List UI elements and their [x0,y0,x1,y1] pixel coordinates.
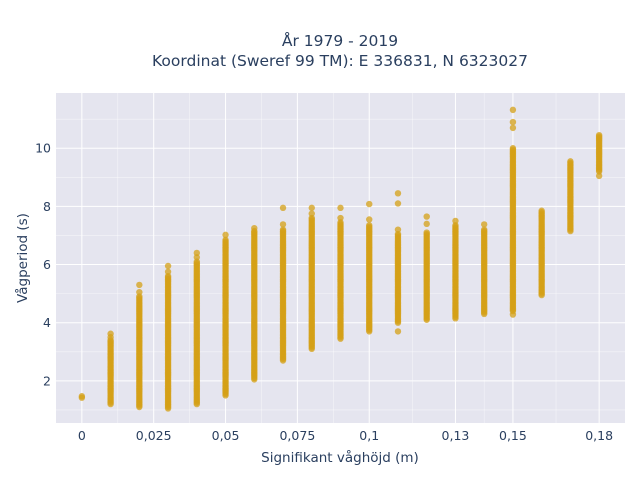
data-point-outlier [251,224,258,232]
y-tick-labels: 2 4 6 8 10 [35,141,51,389]
data-point-outlier [164,262,172,270]
data-point-outlier [509,124,517,132]
data-point [423,229,430,236]
data-point-outlier [394,226,402,233]
x-tick-labels: 0 0,025 0,05 0,075 0,1 0,13 0,15 0,18 [78,428,613,443]
x-tick-label: 0,1 [359,428,379,443]
y-axis-title: Vågperiod (s) [14,213,31,303]
data-point-outlier [452,217,459,225]
data-column [423,213,430,323]
data-point-outlier [394,328,402,335]
chart-title-line-2: Koordinat (Sweref 99 TM): E 336831, N 63… [152,52,528,70]
y-tick-label: 2 [43,373,51,388]
x-tick-label: 0,18 [585,428,613,443]
data-point-outlier [308,210,315,217]
data-points [78,106,603,412]
data-point-outlier [394,200,402,207]
data-point-outlier [164,268,172,276]
y-tick-label: 4 [43,315,51,330]
data-point-outlier [308,204,315,212]
data-column [222,231,229,399]
data-point [279,226,287,233]
x-tick-label: 0,15 [499,428,527,443]
data-column [538,207,545,299]
data-point-outlier [279,204,287,212]
x-tick-label: 0,05 [212,428,240,443]
data-column [480,221,488,318]
data-point [222,236,229,244]
data-point-outlier [595,172,603,180]
x-axis-title: Signifikant våghöjd (m) [261,449,419,466]
data-point [78,393,86,400]
data-column [251,224,258,383]
data-column [107,330,114,408]
data-column [394,190,402,335]
data-column [308,204,315,353]
data-column [164,262,172,412]
y-tick-label: 10 [35,141,51,156]
data-column [78,393,86,401]
data-point-outlier [136,288,143,296]
data-point-outlier [279,221,287,228]
data-column [452,217,459,322]
data-point-outlier [509,118,517,126]
data-point [595,131,603,139]
data-column [337,204,344,342]
data-point-outlier [509,106,517,114]
data-column [136,281,143,411]
data-point-outlier [136,281,143,289]
x-tick-label: 0,025 [136,428,172,443]
x-tick-label: 0,13 [442,428,470,443]
x-tick-label: 0 [78,428,86,443]
data-point-outlier [337,214,344,222]
data-point-outlier [366,200,373,208]
data-point-outlier [509,311,517,318]
data-point-outlier [394,190,402,197]
x-tick-label: 0,075 [279,428,315,443]
y-tick-label: 6 [43,257,51,272]
data-point-outlier [337,204,344,212]
data-point-outlier [480,221,488,228]
data-point [509,145,517,152]
data-point-outlier [423,220,430,228]
y-tick-label: 8 [43,199,51,214]
data-point-outlier [423,213,430,220]
data-point-outlier [366,216,373,223]
data-point-outlier [222,231,229,239]
data-point-outlier [251,376,258,383]
data-point-outlier [193,249,201,257]
data-column [279,204,287,364]
data-point [538,207,545,214]
data-point [366,222,373,229]
data-column [567,158,574,235]
data-point [480,226,488,233]
data-point-outlier [107,330,114,337]
chart-title-line-1: År 1979 - 2019 [282,31,398,50]
data-column [193,249,201,408]
data-column [595,131,603,180]
data-column [509,106,517,318]
data-column [366,200,373,335]
data-point [567,158,574,165]
